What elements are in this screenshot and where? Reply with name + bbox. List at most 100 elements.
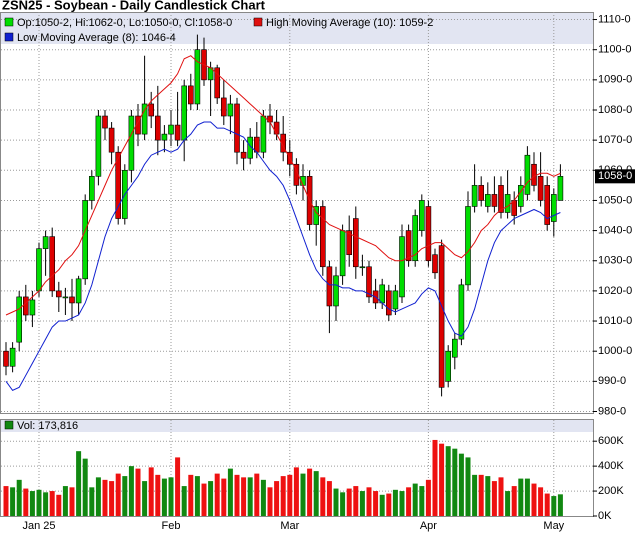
candle-body — [240, 151, 247, 159]
candle-body — [326, 266, 333, 307]
last-price-label: 1058-0 — [598, 170, 632, 182]
candle-body — [69, 296, 75, 304]
candle-body — [181, 85, 187, 141]
volume-bar — [419, 486, 425, 516]
volume-bar — [254, 473, 260, 516]
last-price-box — [595, 169, 635, 184]
volume-bar — [538, 487, 544, 516]
volume-bar — [280, 476, 286, 516]
volume-bar — [267, 487, 273, 516]
volume-bar — [10, 487, 16, 516]
volume-bar — [445, 446, 451, 516]
volume-bar — [320, 477, 326, 516]
candle-body — [438, 245, 445, 388]
candle-body — [531, 163, 537, 186]
candle-body — [188, 85, 194, 105]
volume-bar — [551, 496, 557, 516]
candle-body — [3, 350, 9, 367]
candle-body — [155, 115, 161, 141]
volume-bar — [544, 493, 550, 516]
volume-bar — [43, 492, 49, 516]
volume-bar — [505, 491, 511, 516]
y-tick-label: 1000-0 — [598, 345, 632, 357]
candle-body — [544, 185, 551, 225]
candle-body — [62, 296, 69, 299]
candle-body — [95, 115, 102, 177]
y-tick-label: 200K — [598, 485, 624, 497]
candle-body — [102, 115, 108, 129]
volume-bar — [300, 473, 306, 516]
volume-bar — [432, 439, 438, 516]
candle-body — [319, 206, 326, 268]
legend-swatch — [253, 17, 263, 27]
x-tick-label: Jan 25 — [22, 520, 55, 532]
candle-body — [346, 230, 353, 256]
candle-body — [366, 266, 372, 298]
candle-body — [557, 176, 564, 201]
volume-bar — [472, 474, 478, 516]
candle-body — [379, 284, 386, 304]
volume-bar — [148, 467, 154, 516]
candle-body — [445, 350, 452, 382]
volume-bar — [458, 453, 464, 516]
candle-body — [22, 296, 29, 316]
candle-body — [517, 185, 524, 207]
volume-bar — [188, 474, 194, 516]
moving-average-line — [5, 55, 561, 316]
candle-body — [412, 215, 419, 262]
candle-body — [537, 176, 544, 201]
candle-body — [418, 200, 425, 231]
volume-bar — [227, 468, 233, 516]
volume-bar — [406, 487, 412, 516]
candle-body — [465, 206, 471, 286]
candle-body — [405, 230, 412, 262]
legend-entry: Vol: 173,816 — [17, 420, 78, 432]
y-tick-label: 1070-0 — [598, 134, 632, 146]
volume-bar — [168, 477, 174, 516]
candle-body — [359, 266, 366, 269]
volume-bar — [511, 486, 517, 516]
volume-bar — [485, 476, 491, 516]
candle-body — [161, 133, 168, 141]
volume-bar — [333, 488, 339, 516]
x-tick-label: May — [543, 520, 564, 532]
candle-body — [267, 115, 273, 123]
volume-bar — [69, 487, 75, 516]
volume-bar — [260, 479, 266, 516]
candle-body — [484, 194, 491, 207]
candle-body — [141, 103, 148, 135]
candle-body — [504, 194, 511, 213]
volume-bar — [76, 451, 82, 516]
legend-swatch — [4, 17, 14, 27]
candle-body — [392, 290, 399, 310]
volume-bar — [412, 483, 418, 516]
x-tick-label: Feb — [162, 520, 181, 532]
candle-body — [227, 103, 234, 117]
y-tick-label: 990-0 — [598, 375, 626, 387]
volume-bar — [23, 488, 29, 516]
volume-bar — [109, 481, 115, 516]
volume-bar — [392, 489, 398, 516]
candle-body — [260, 115, 267, 153]
legend-entry: Op:1050-2, Hi:1062-0, Lo:1050-0, Cl:1058… — [17, 17, 232, 29]
volume-bar — [478, 474, 484, 516]
candle-body — [42, 236, 49, 249]
volume-bar — [465, 457, 471, 516]
y-tick-label: 1110-0 — [598, 13, 631, 25]
volume-bar — [29, 491, 35, 516]
volume-bar — [155, 474, 161, 516]
volume-bar — [340, 492, 346, 516]
candle-body — [425, 206, 432, 262]
candle-body — [313, 206, 320, 225]
x-tick-label: Mar — [280, 520, 299, 532]
volume-bar — [498, 477, 504, 516]
candle-body — [339, 230, 346, 277]
candle-body — [491, 194, 498, 207]
candle-body — [234, 103, 240, 153]
volume-bar — [287, 474, 293, 516]
volume-bar — [531, 483, 537, 516]
candle-body — [108, 127, 115, 153]
volume-bar — [346, 488, 352, 516]
volume-bar — [241, 477, 247, 516]
candle-body — [498, 185, 504, 213]
